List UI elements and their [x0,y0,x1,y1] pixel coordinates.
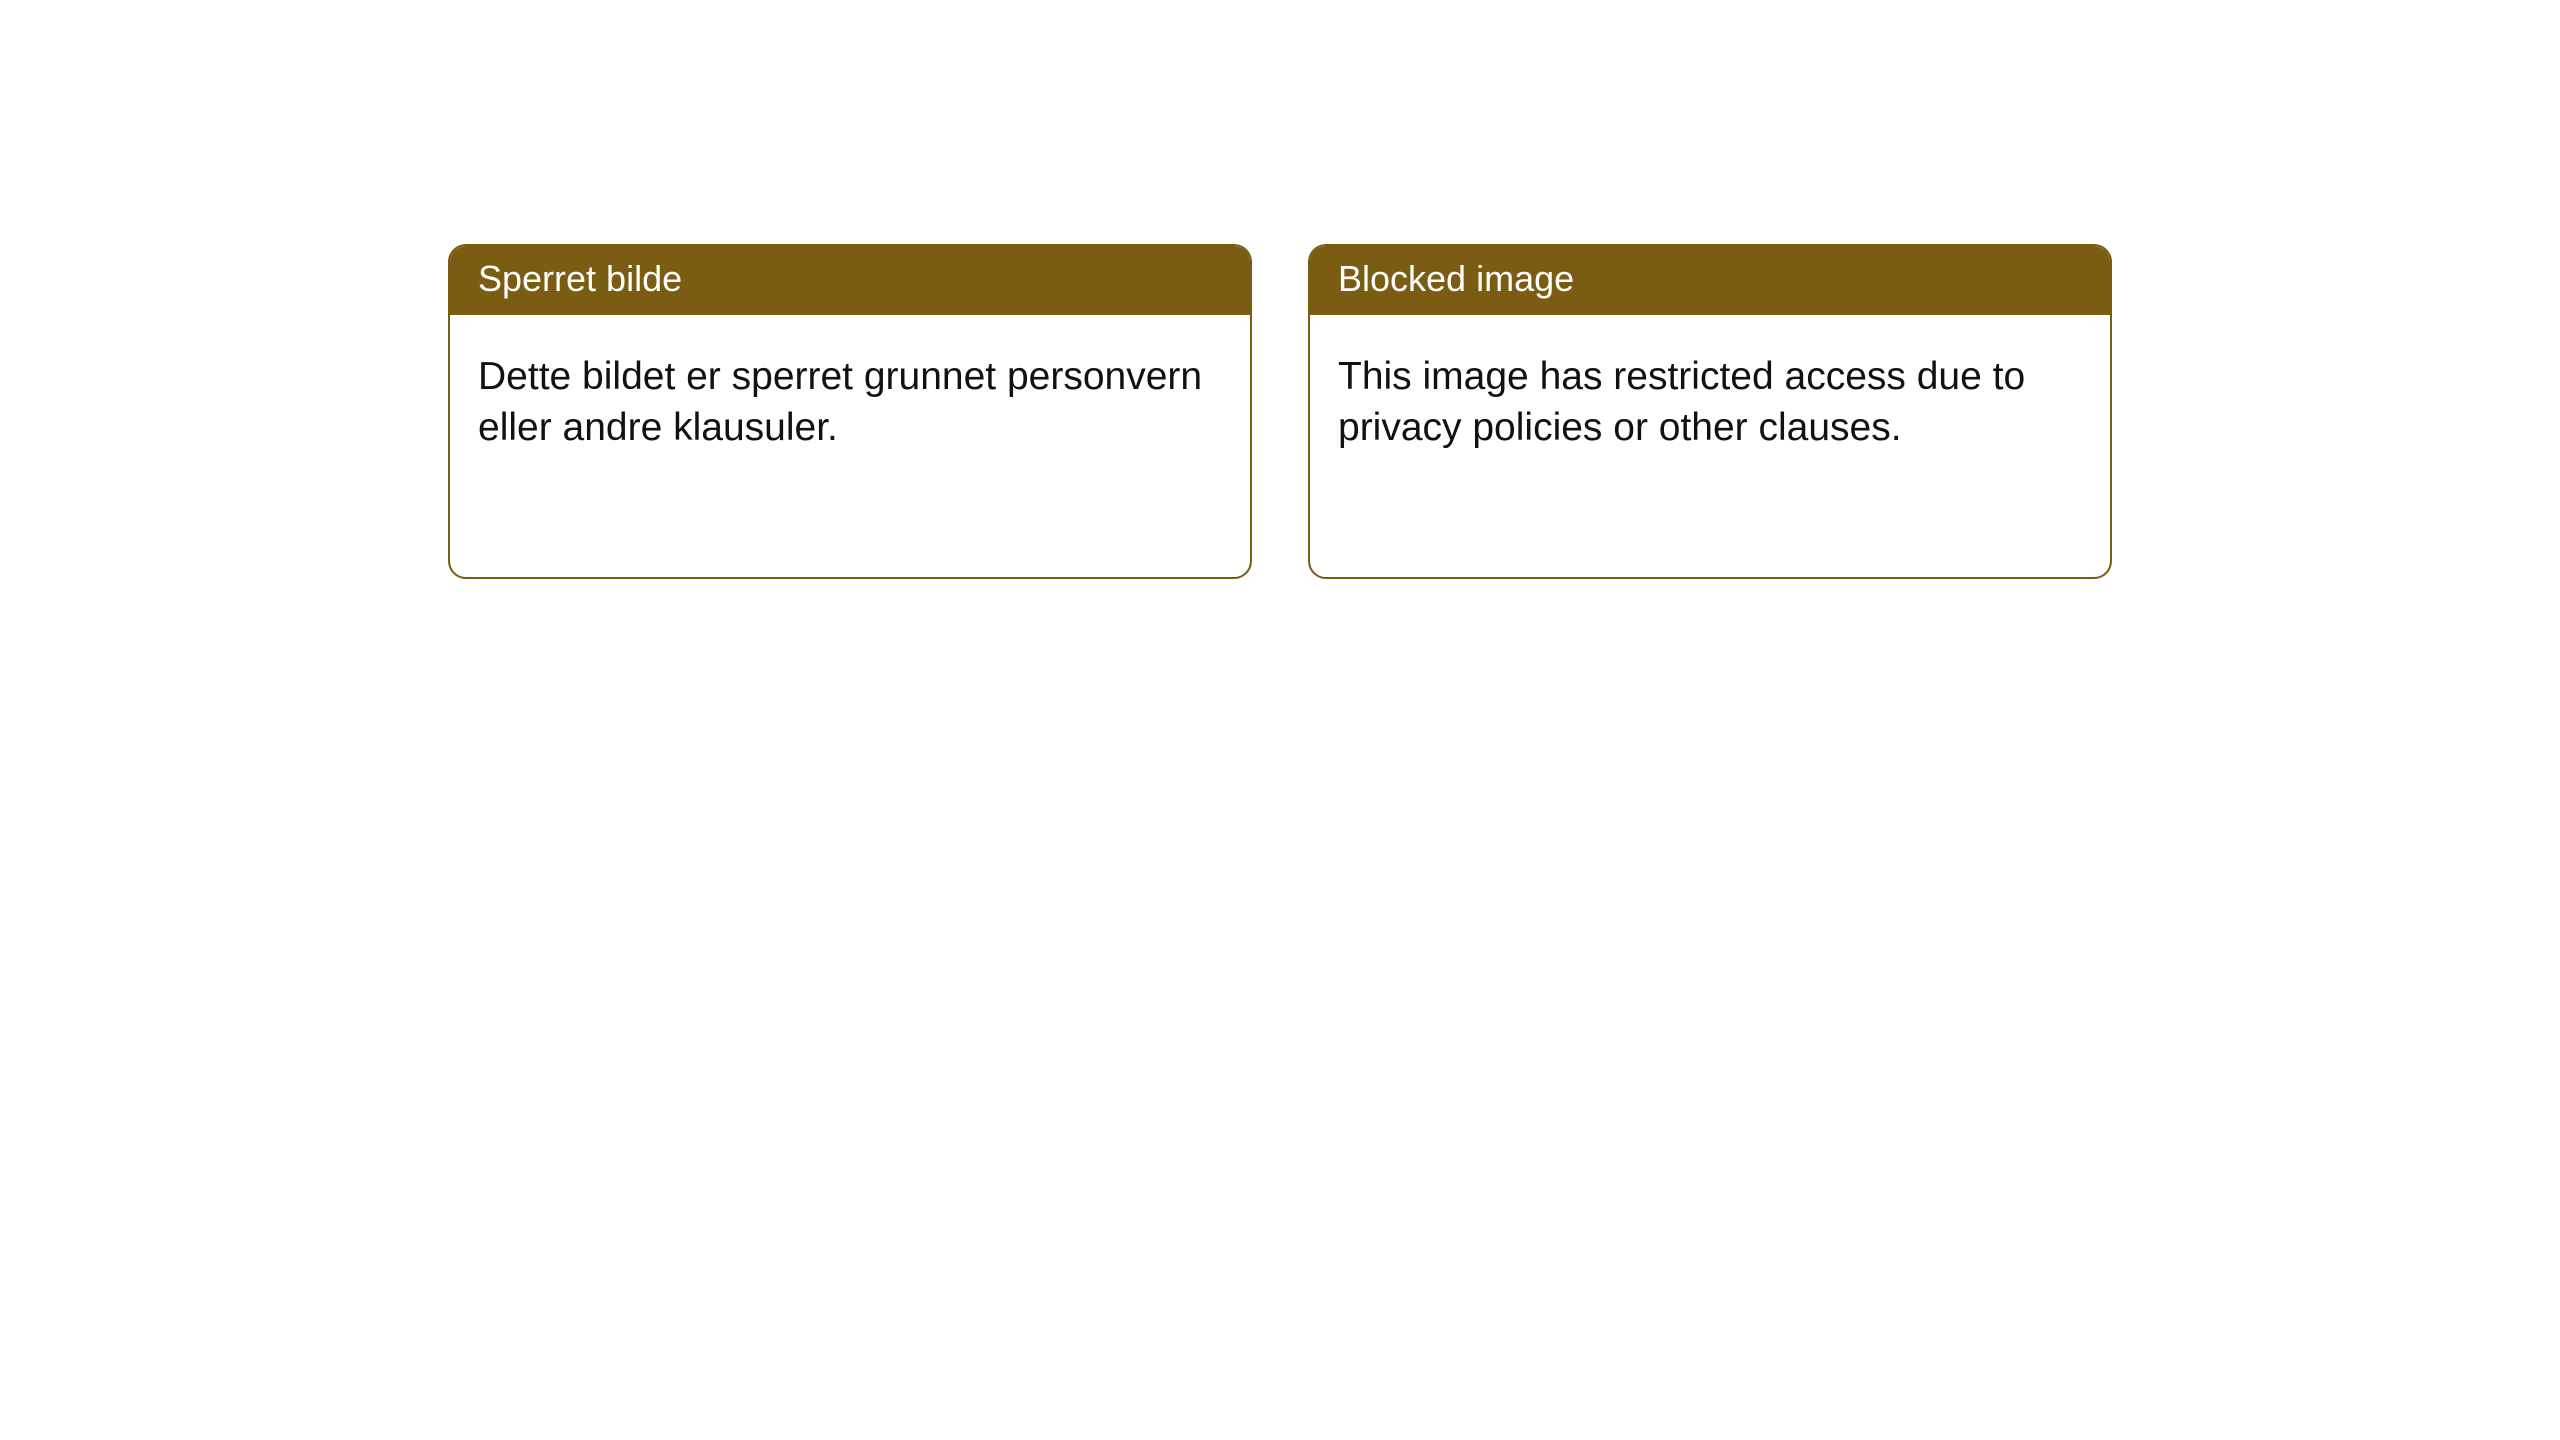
notice-container: Sperret bilde Dette bildet er sperret gr… [0,0,2560,579]
notice-body: This image has restricted access due to … [1310,315,2110,482]
notice-card-english: Blocked image This image has restricted … [1308,244,2112,579]
notice-title: Blocked image [1310,246,2110,315]
notice-card-norwegian: Sperret bilde Dette bildet er sperret gr… [448,244,1252,579]
notice-title: Sperret bilde [450,246,1250,315]
notice-body: Dette bildet er sperret grunnet personve… [450,315,1250,482]
